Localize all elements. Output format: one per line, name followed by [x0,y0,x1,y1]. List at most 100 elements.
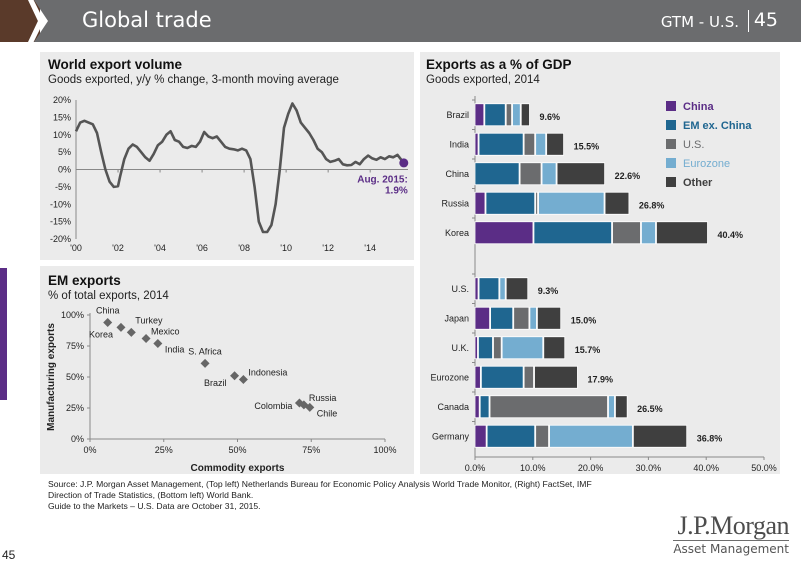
legend-label: U.S. [683,139,704,151]
footer-page-number: 45 [2,548,16,562]
category-label: Japan [444,313,469,323]
bar-segment-u-s--uk [493,336,502,360]
bar-segment-other-uk [543,336,566,360]
bar-segment-other-india [546,132,564,156]
bar-total-label: 15.7% [575,345,601,355]
category-label: U.S. [451,284,469,294]
x-tick-label: 50% [228,445,246,455]
bar-segment-em-ex-china-russia [485,191,536,215]
y-tick-label: -20% [50,234,71,244]
point-label: Russia [309,393,337,403]
x-tick-label: 40.0% [693,463,719,473]
bar-total-label: 26.8% [639,200,665,210]
category-label: India [449,139,469,149]
annotation-label-line1: Aug. 2015: [357,175,408,186]
bar-segment-em-ex-china-china [474,162,520,186]
header-bar [34,0,801,42]
y-tick-label: 0% [71,434,84,444]
bar-segment-u-s--china [519,162,542,186]
point-label: Brazil [204,378,227,388]
world-export-volume-panel: World export volume Goods exported, y/y … [40,52,414,260]
y-tick-label: 15% [53,112,71,122]
bar-segment-em-ex-china-germany [486,424,536,448]
x-tick-label: 30.0% [636,463,662,473]
bar-total-label: 15.5% [574,141,600,151]
y-tick-label: 25% [66,403,84,413]
bar-segment-u-s--korea [612,221,641,245]
jpmorgan-logo: J.P.Morgan Asset Management [673,512,789,556]
category-label: Korea [445,228,469,238]
scatter-point-india [153,339,163,349]
point-label: Chile [317,408,338,418]
x-tick-label: '04 [154,243,166,253]
bar-segment-china-uk [474,336,478,360]
bar-segment-eurozone-russia [538,191,605,215]
bar-segment-china-germany [474,424,487,448]
x-tick-label: '14 [364,243,376,253]
logo-wordmark: J.P.Morgan [673,512,789,541]
point-label: India [165,345,185,355]
point-label: S. Africa [188,346,222,356]
exports-gdp-panel: Exports as a % of GDP Goods exported, 20… [420,52,780,474]
legend-swatch-eurozone [666,158,676,168]
point-label: Turkey [135,315,163,325]
header-page-number: 45 [753,9,778,31]
line-chart-subtitle: Goods exported, y/y % change, 3-month mo… [48,74,339,86]
bar-segment-em-ex-china-japan [490,306,514,330]
bar-segment-em-ex-china-india [478,132,524,156]
bar-segment-u-s--japan [513,306,530,330]
scatter-point-china [103,317,113,327]
x-tick-label: 75% [302,445,320,455]
bar-segment-eurozone-germany [549,424,633,448]
bar-chart-title: Exports as a % of GDP [426,57,572,72]
point-label: Mexico [151,327,180,337]
source-note: Source: J.P. Morgan Asset Management, (T… [48,479,688,512]
category-label: Brazil [446,110,469,120]
scatter-chart: 100% 75% 50% 25% 0%0% 25% 50% 75% 100% Commodity … [46,305,397,474]
scatter-chart-subtitle: % of total exports, 2014 [48,290,169,302]
y-tick-label: 10% [53,130,71,140]
legend-label: Other [683,177,713,189]
scatter-point-korea [116,322,126,332]
y-tick-label: 100% [61,310,84,320]
legend-label: Eurozone [683,158,730,170]
bar-segment-eurozone-brazil [512,103,521,127]
bar-segment-other-japan [537,306,562,330]
bar-total-label: 22.6% [615,171,641,181]
x-tick-label: 0.0% [465,463,486,473]
category-label: U.K. [451,343,469,353]
source-line-3: Guide to the Markets – U.S. Data are Oct… [48,501,261,511]
legend-label: EM ex. China [683,120,752,132]
scatter-point-safrica [200,358,210,368]
bar-segment-china-russia [474,191,486,215]
bar-segment-em-ex-china-korea [533,221,612,245]
x-tick-label: '08 [238,243,250,253]
scatter-point-brazil [230,371,240,381]
category-label: Germany [432,431,470,441]
x-tick-label: 0% [83,445,96,455]
y-tick-label: -15% [50,217,71,227]
bar-segment-u-s--brazil [505,103,512,127]
bar-segment-china-japan [474,306,491,330]
bar-segment-eurozone-japan [529,306,537,330]
y-tick-label: 20% [53,95,71,105]
point-label: Colombia [254,401,292,411]
source-line-2: Direction of Trade Statistics, (Bottom l… [48,490,254,500]
scatter-point-chile [305,402,315,412]
scatter-point-turkey [126,327,136,337]
legend-swatch-china [666,101,676,111]
y-tick-label: -10% [50,199,71,209]
bar-segment-em-ex-china-canada [479,395,490,419]
y-tick-label: 75% [66,341,84,351]
legend-swatch-u-s- [666,139,676,149]
bar-segment-eurozone-korea [641,221,656,245]
x-tick-label: '12 [322,243,334,253]
y-tick-label: 5% [58,147,71,157]
section-marker [0,268,7,400]
bar-segment-em-ex-china-us [478,277,500,301]
y-tick-label: 0% [58,165,71,175]
series-line-world-export-volume [74,102,405,234]
bar-chart: 0.0% 10.0% 20.0% 30.0% 40.0% 50.0% Brazil 9.6% I… [430,96,777,473]
category-label: Russia [441,198,469,208]
bar-total-label: 9.6% [539,112,560,122]
